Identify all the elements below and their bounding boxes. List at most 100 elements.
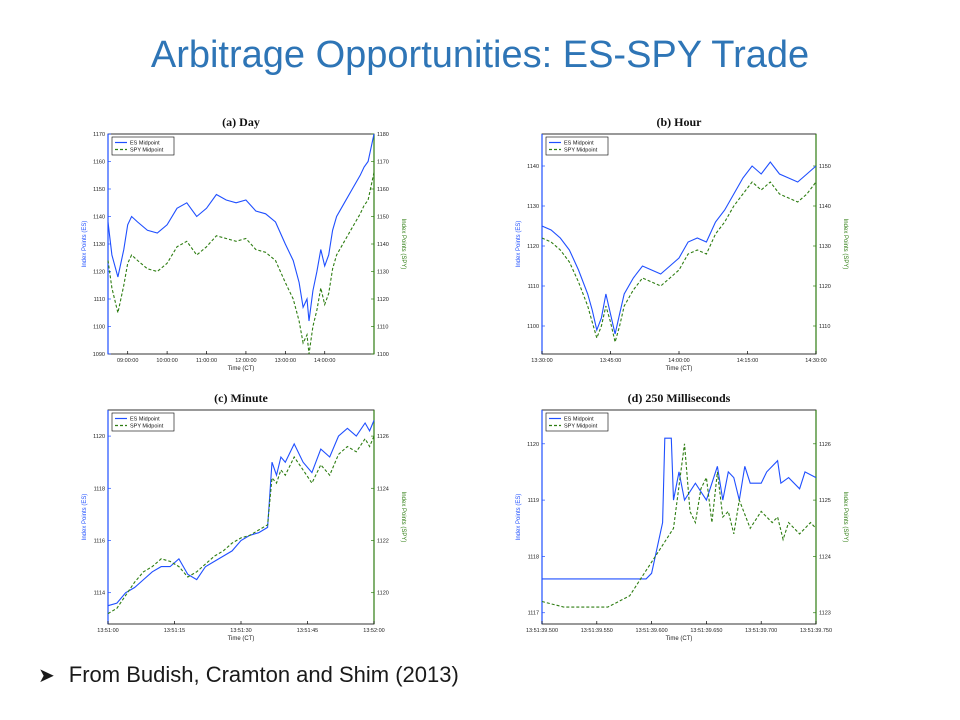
y2-axis-label: Index Points (SPY) bbox=[842, 219, 848, 270]
y-tick-label: 1150 bbox=[93, 187, 105, 193]
legend-box bbox=[111, 412, 175, 432]
y-tick-label: 1140 bbox=[93, 215, 105, 221]
y-tick-label: 1140 bbox=[527, 164, 539, 170]
legend-es-label: ES Midpoint bbox=[130, 141, 160, 147]
y2-tick-label: 1130 bbox=[377, 270, 389, 276]
x-axis-label: Time (CT) bbox=[666, 366, 693, 372]
legend-box bbox=[111, 136, 175, 156]
x-tick-label: 12:00:00 bbox=[235, 358, 256, 364]
y2-tick-label: 1123 bbox=[819, 611, 831, 617]
y2-tick-label: 1125 bbox=[819, 498, 831, 504]
y2-axis-label: Index Points (SPY) bbox=[400, 219, 406, 270]
es-midpoint-line bbox=[542, 437, 817, 580]
chart-panel-hour: (b) Hour 13:30:00 13:45:00 14:00:00 14:15:00… bbox=[512, 112, 850, 380]
spy-midpoint-line bbox=[107, 172, 375, 355]
legend-spy-label: SPY Midpoint bbox=[564, 148, 598, 154]
plot-frame bbox=[107, 409, 375, 625]
chart-panel-day: (a) Day 09:00:00 10:00:00 11:00:00 12:00:00 1… bbox=[78, 112, 408, 380]
x-tick-label: 14:00:00 bbox=[668, 358, 689, 364]
y-axis-label: Index Points (ES) bbox=[82, 494, 88, 541]
y-axis-label: Index Points (ES) bbox=[82, 221, 88, 268]
y-tick-label: 1130 bbox=[93, 242, 105, 248]
y2-tick-label: 1150 bbox=[819, 164, 831, 170]
footer-text: From Budish, Cramton and Shim (2013) bbox=[68, 662, 459, 687]
y-axis-label: Index Points (ES) bbox=[516, 221, 522, 268]
y2-tick-label: 1110 bbox=[819, 324, 830, 330]
y2-tick-label: 1170 bbox=[377, 160, 389, 166]
y-axis-label: Index Points (ES) bbox=[516, 494, 522, 541]
x-tick-label: 10:00:00 bbox=[156, 358, 177, 364]
y-tick-label: 1120 bbox=[527, 244, 539, 250]
y2-tick-label: 1100 bbox=[377, 352, 389, 358]
y-tick-label: 1114 bbox=[94, 591, 105, 597]
arrow-bullet-icon: ➤ bbox=[38, 665, 55, 687]
y-tick-label: 1110 bbox=[528, 284, 539, 290]
y2-tick-label: 1120 bbox=[377, 591, 389, 597]
legend-spy-label: SPY Midpoint bbox=[130, 424, 164, 430]
x-tick-label: 13:51:39.600 bbox=[636, 628, 668, 634]
y2-tick-label: 1140 bbox=[377, 242, 389, 248]
y2-tick-label: 1180 bbox=[377, 132, 389, 138]
plot-frame bbox=[541, 133, 817, 355]
y-tick-label: 1160 bbox=[93, 160, 105, 166]
y-tick-label: 1118 bbox=[94, 486, 105, 492]
chart-title: (a) Day bbox=[222, 115, 260, 129]
es-midpoint-line bbox=[541, 161, 817, 335]
y2-tick-label: 1120 bbox=[819, 284, 831, 290]
x-tick-label: 09:00:00 bbox=[117, 358, 138, 364]
x-tick-label: 14:15:00 bbox=[737, 358, 758, 364]
x-tick-label: 11:00:00 bbox=[196, 358, 217, 364]
chart-title: (d) 250 Milliseconds bbox=[628, 391, 731, 405]
x-tick-label: 13:51:39.750 bbox=[800, 628, 832, 634]
chart-hour: (b) Hour 13:30:00 13:45:00 14:00:00 14:15:00… bbox=[516, 115, 848, 372]
y-tick-label: 1090 bbox=[93, 352, 105, 358]
legend-es-label: ES Midpoint bbox=[564, 417, 594, 423]
y-tick-label: 1118 bbox=[528, 554, 539, 560]
y-tick-label: 1100 bbox=[93, 325, 105, 331]
legend-es-label: ES Midpoint bbox=[130, 417, 160, 423]
y2-tick-label: 1140 bbox=[819, 204, 831, 210]
es-midpoint-line bbox=[107, 420, 375, 607]
y2-tick-label: 1150 bbox=[377, 215, 389, 221]
y2-axis-label: Index Points (SPY) bbox=[842, 492, 848, 543]
x-tick-label: 13:51:00 bbox=[97, 628, 118, 634]
slide-title: Arbitrage Opportunities: ES-SPY Trade bbox=[150, 34, 810, 76]
y-tick-label: 1120 bbox=[93, 270, 105, 276]
x-tick-label: 13:51:15 bbox=[164, 628, 185, 634]
x-tick-label: 13:51:39.700 bbox=[745, 628, 777, 634]
y-tick-label: 1110 bbox=[94, 297, 105, 303]
x-tick-label: 13:51:39.650 bbox=[690, 628, 722, 634]
x-axis-label: Time (CT) bbox=[666, 636, 693, 642]
y-tick-label: 1116 bbox=[94, 538, 105, 544]
y2-tick-label: 1124 bbox=[819, 554, 831, 560]
chart-day: (a) Day 09:00:00 10:00:00 11:00:00 12:00:00 1… bbox=[82, 115, 406, 372]
legend-spy-label: SPY Midpoint bbox=[564, 424, 598, 430]
plot-frame bbox=[107, 133, 375, 355]
y-tick-label: 1100 bbox=[527, 324, 539, 330]
plot-frame bbox=[541, 409, 817, 625]
y2-tick-label: 1122 bbox=[377, 538, 389, 544]
y2-tick-label: 1120 bbox=[377, 297, 389, 303]
chart-title: (b) Hour bbox=[657, 115, 703, 129]
y2-axis-label: Index Points (SPY) bbox=[400, 492, 406, 543]
chart-250-milliseconds: (d) 250 Milliseconds 13:51:39.500 13:51:39… bbox=[516, 391, 848, 642]
legend-es-label: ES Midpoint bbox=[564, 141, 594, 147]
x-tick-label: 13:51:45 bbox=[297, 628, 318, 634]
y2-tick-label: 1126 bbox=[377, 434, 389, 440]
x-tick-label: 13:52:00 bbox=[363, 628, 384, 634]
legend-box bbox=[545, 136, 609, 156]
legend-box bbox=[545, 412, 609, 432]
x-tick-label: 13:30:00 bbox=[531, 358, 552, 364]
spy-midpoint-line bbox=[541, 181, 817, 343]
x-tick-label: 13:51:30 bbox=[230, 628, 251, 634]
y-tick-label: 1170 bbox=[93, 132, 105, 138]
y-tick-label: 1130 bbox=[527, 204, 539, 210]
y-tick-label: 1117 bbox=[528, 611, 539, 617]
chart-panel-250ms: (d) 250 Milliseconds 13:51:39.500 13:51:39… bbox=[512, 388, 850, 650]
chart-panel-minute: (c) Minute 13:51:00 13:51:15 13:51:30 13:51:… bbox=[78, 388, 408, 650]
spy-midpoint-line bbox=[541, 443, 817, 608]
x-tick-label: 13:00:00 bbox=[275, 358, 296, 364]
es-midpoint-line bbox=[107, 133, 375, 322]
footer-citation: ➤ From Budish, Cramton and Shim (2013) bbox=[38, 662, 459, 688]
legend-spy-label: SPY Midpoint bbox=[130, 148, 164, 154]
